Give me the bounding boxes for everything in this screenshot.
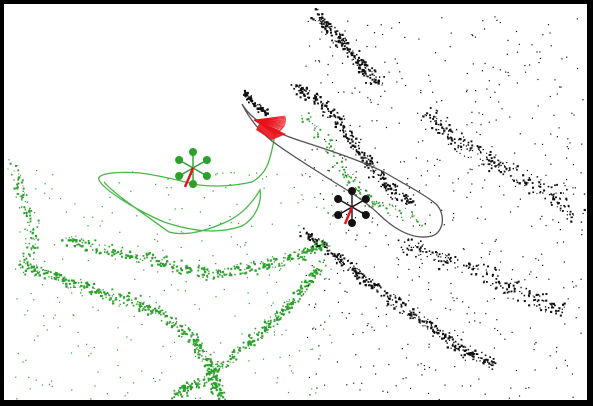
robot-node [175,156,184,164]
black-robot-marker [334,187,370,227]
heading-arrow [343,206,354,225]
robot-node [175,172,184,180]
map-merge-canvas [4,4,587,400]
robot-node [202,172,211,180]
heading-arrow [183,167,195,188]
robot-node [348,187,356,195]
black-trajectory [241,103,443,238]
robot-node [361,195,370,203]
green-point-cloud [7,112,423,400]
robot-node [189,180,197,188]
green-robot-marker [175,148,211,188]
robot-node [189,148,197,156]
robot-node [348,219,356,227]
robot-node [334,195,343,203]
green-trajectory [98,133,276,235]
robot-node [334,211,343,219]
robot-node [361,211,370,219]
black-point-cloud [243,8,586,400]
robot-node [202,156,211,164]
map-merge-svg [7,8,586,400]
overlap-fan [253,115,287,140]
